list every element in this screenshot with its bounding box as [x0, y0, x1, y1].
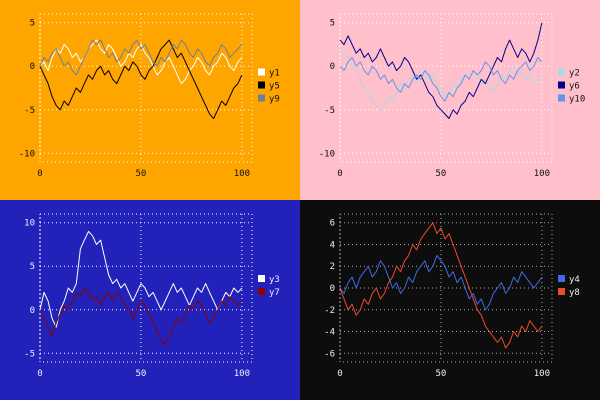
y-tick-label: -10	[19, 149, 35, 159]
series-line-y4	[339, 254, 543, 311]
legend-swatch-y2	[558, 68, 565, 76]
series-line-y5	[39, 39, 243, 119]
series-line-y7	[39, 287, 243, 346]
plot-border	[39, 13, 253, 163]
y-tick-label: 5	[330, 19, 335, 29]
x-tick-label: 100	[534, 169, 550, 179]
legend-label-y10: y10	[569, 95, 585, 105]
y-tick-label: 0	[30, 306, 35, 316]
y-tick-label: -5	[324, 106, 335, 116]
chart-bottom-right: 0 50 100 6 4 2 0 -2 -4 -6 y4 y8	[324, 213, 580, 379]
x-tick-label: 100	[234, 169, 250, 179]
legend-swatch-y8	[558, 288, 565, 295]
y-tick-label: 0	[30, 62, 35, 72]
legend-swatch-y3	[258, 275, 265, 282]
legend-label-y7: y7	[269, 288, 280, 298]
legend-swatch-y9	[258, 94, 265, 102]
x-tick-label: 0	[37, 169, 42, 179]
series-line-y6	[339, 22, 543, 119]
y-tick-label: -5	[24, 349, 35, 359]
x-tick-label: 50	[136, 369, 147, 379]
legend-label-y5: y5	[269, 82, 280, 92]
y-tick-label: 5	[30, 262, 35, 272]
chart-panel-bottom-left: 0 50 100 10 5 0 -5 y3 y7	[0, 200, 300, 400]
y-tick-label: 0	[330, 62, 335, 72]
legend-swatch-y5	[258, 81, 265, 89]
y-tick-label: 10	[24, 219, 35, 229]
plot-border	[39, 213, 253, 363]
y-tick-label: -6	[324, 349, 335, 359]
y-tick-label: -5	[24, 106, 35, 116]
y-tick-label: -10	[319, 149, 335, 159]
y-tick-label: 4	[330, 240, 335, 250]
legend-swatch-y1	[258, 68, 265, 76]
series-line-y9	[39, 39, 243, 76]
legend-swatch-y10	[558, 94, 565, 102]
chart-panel-bottom-right: 0 50 100 6 4 2 0 -2 -4 -6 y4 y8	[300, 200, 600, 400]
chart-panel-top-left: 0 50 100 5 0 -5 -10 y1 y5 y9	[0, 0, 300, 200]
x-tick-label: 100	[534, 369, 550, 379]
series-line-y10	[339, 57, 543, 102]
legend-label-y9: y9	[269, 95, 280, 105]
legend-label-y2: y2	[569, 69, 580, 79]
legend-swatch-y6	[558, 81, 565, 89]
legend-swatch-y4	[558, 275, 565, 282]
x-tick-label: 100	[234, 369, 250, 379]
series-line-y3	[39, 230, 243, 328]
x-tick-label: 0	[337, 169, 342, 179]
y-tick-label: 0	[330, 284, 335, 294]
y-tick-label: 5	[30, 19, 35, 29]
x-tick-label: 50	[436, 169, 447, 179]
y-tick-label: -2	[324, 306, 335, 316]
y-tick-label: -4	[324, 328, 335, 338]
x-tick-label: 0	[37, 369, 42, 379]
series-line-y8	[339, 222, 543, 349]
series-line-y2	[339, 48, 543, 111]
series-line-y1	[39, 39, 243, 85]
x-tick-label: 50	[136, 169, 147, 179]
legend-label-y1: y1	[269, 69, 280, 79]
legend-label-y8: y8	[569, 288, 580, 298]
y-tick-label: 6	[330, 219, 335, 229]
x-tick-label: 0	[337, 369, 342, 379]
legend-label-y6: y6	[569, 82, 580, 92]
legend-swatch-y7	[258, 288, 265, 295]
plot-border	[339, 13, 553, 163]
x-tick-label: 50	[436, 369, 447, 379]
legend-label-y3: y3	[269, 275, 280, 285]
chart-panel-top-right: 0 50 100 5 0 -5 -10 y2 y6 y10	[300, 0, 600, 200]
legend-label-y4: y4	[569, 275, 580, 285]
y-tick-label: 2	[330, 262, 335, 272]
